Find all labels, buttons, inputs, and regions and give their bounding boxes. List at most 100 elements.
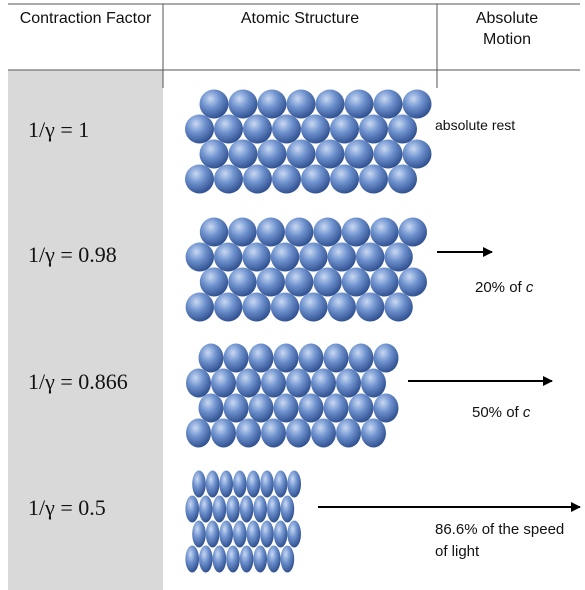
contraction-factor: 1/γ = 0.5 <box>28 495 106 520</box>
atom <box>199 139 229 169</box>
atom <box>214 164 243 194</box>
atom <box>272 164 301 194</box>
atom <box>199 89 229 119</box>
atom <box>185 114 214 144</box>
atom <box>286 89 316 119</box>
atom <box>185 545 199 573</box>
atom <box>301 164 330 194</box>
atom <box>185 495 199 523</box>
atom <box>373 343 399 373</box>
factor-column <box>8 70 163 590</box>
atom <box>219 520 233 548</box>
atom <box>273 470 288 498</box>
atom <box>186 418 211 448</box>
atom <box>199 495 213 523</box>
atom <box>267 545 281 573</box>
motion-symbol: c <box>525 279 534 296</box>
atom <box>261 368 286 398</box>
atom <box>348 343 374 373</box>
motion-symbol: c <box>522 404 531 421</box>
atom <box>280 545 295 573</box>
atom <box>313 267 342 297</box>
header-cell: Absolute Motion <box>475 10 539 48</box>
atom <box>205 470 220 498</box>
atom <box>214 114 243 144</box>
atom <box>373 139 403 169</box>
atom <box>233 520 247 548</box>
atom <box>285 217 314 247</box>
atom <box>286 139 316 169</box>
atom <box>311 368 336 398</box>
atom <box>388 164 417 194</box>
atom <box>243 114 272 144</box>
atom <box>205 520 220 548</box>
atom <box>243 164 272 194</box>
atom <box>402 139 432 169</box>
header-cell: Contraction Factor <box>19 10 152 27</box>
atom <box>388 114 417 144</box>
atom <box>273 520 288 548</box>
atom <box>356 242 385 272</box>
atom <box>287 520 302 548</box>
atom <box>211 418 236 448</box>
motion-label: 50% of c <box>472 402 530 424</box>
atom <box>330 164 359 194</box>
atom <box>373 89 403 119</box>
atom <box>286 368 311 398</box>
atom <box>256 217 285 247</box>
atom <box>236 418 261 448</box>
atom <box>336 368 361 398</box>
atom <box>341 217 371 247</box>
atom <box>273 343 299 373</box>
motion-text: 50% of <box>472 404 519 421</box>
atom <box>361 418 386 448</box>
atom <box>185 292 214 322</box>
motion-label: 86.6% of the speed of light <box>435 521 565 560</box>
atom <box>257 139 287 169</box>
atom <box>219 470 233 498</box>
atom <box>260 520 274 548</box>
atom <box>246 520 261 548</box>
atom <box>327 292 356 322</box>
atom <box>315 89 345 119</box>
atom <box>239 495 254 523</box>
atom <box>248 393 274 423</box>
atom <box>228 89 258 119</box>
atom <box>398 217 427 247</box>
atom <box>286 418 311 448</box>
atom <box>185 242 214 272</box>
atom <box>336 418 361 448</box>
atom <box>186 368 211 398</box>
atom <box>359 164 388 194</box>
atom <box>327 242 356 272</box>
atom <box>299 242 328 272</box>
atom <box>384 292 413 322</box>
atom <box>253 495 267 523</box>
atom <box>261 418 286 448</box>
atom <box>223 393 249 423</box>
atom <box>242 242 271 272</box>
atom <box>242 292 271 322</box>
motion-text: 20% of <box>475 279 522 296</box>
atom <box>228 267 257 297</box>
atom <box>233 470 247 498</box>
atom <box>228 217 257 247</box>
atom <box>256 267 285 297</box>
atom <box>260 470 274 498</box>
atom <box>214 292 243 322</box>
atom <box>246 470 261 498</box>
atom <box>236 368 261 398</box>
atom <box>239 545 254 573</box>
atom <box>298 343 324 373</box>
atom <box>287 470 302 498</box>
atom <box>384 242 413 272</box>
contraction-factor: 1/γ = 0.866 <box>28 369 128 394</box>
motion-label: 20% of c <box>475 277 533 299</box>
atom <box>199 267 229 297</box>
atom <box>198 393 224 423</box>
atom <box>323 343 349 373</box>
atom <box>273 393 299 423</box>
contraction-factor: 1/γ = 1 <box>28 117 90 142</box>
